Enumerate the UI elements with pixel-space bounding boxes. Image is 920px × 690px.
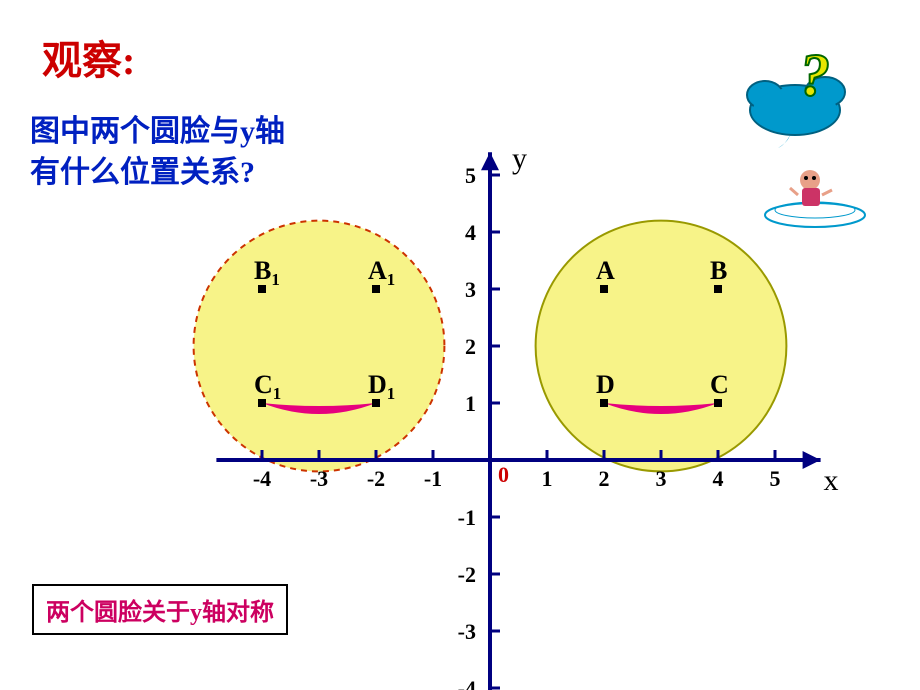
svg-text:1: 1 xyxy=(542,466,553,491)
svg-text:?: ? xyxy=(800,42,830,108)
svg-text:-2: -2 xyxy=(458,562,476,587)
svg-text:-1: -1 xyxy=(424,466,442,491)
svg-text:-4: -4 xyxy=(253,466,271,491)
svg-text:A: A xyxy=(596,256,615,285)
svg-text:0: 0 xyxy=(498,462,509,487)
svg-text:2: 2 xyxy=(465,334,476,359)
svg-text:-1: -1 xyxy=(458,505,476,530)
svg-text:5: 5 xyxy=(770,466,781,491)
svg-text:3: 3 xyxy=(656,466,667,491)
svg-text:D: D xyxy=(596,370,615,399)
svg-text:B: B xyxy=(710,256,727,285)
svg-text:3: 3 xyxy=(465,277,476,302)
svg-text:-3: -3 xyxy=(310,466,328,491)
svg-text:1: 1 xyxy=(465,391,476,416)
svg-text:-4: -4 xyxy=(458,676,476,690)
svg-text:y: y xyxy=(512,142,527,175)
svg-text:x: x xyxy=(823,464,838,497)
svg-text:4: 4 xyxy=(465,220,476,245)
svg-text:2: 2 xyxy=(599,466,610,491)
svg-text:5: 5 xyxy=(465,163,476,188)
svg-text:-2: -2 xyxy=(367,466,385,491)
svg-text:C: C xyxy=(710,370,729,399)
svg-text:4: 4 xyxy=(713,466,724,491)
svg-text:-3: -3 xyxy=(458,619,476,644)
